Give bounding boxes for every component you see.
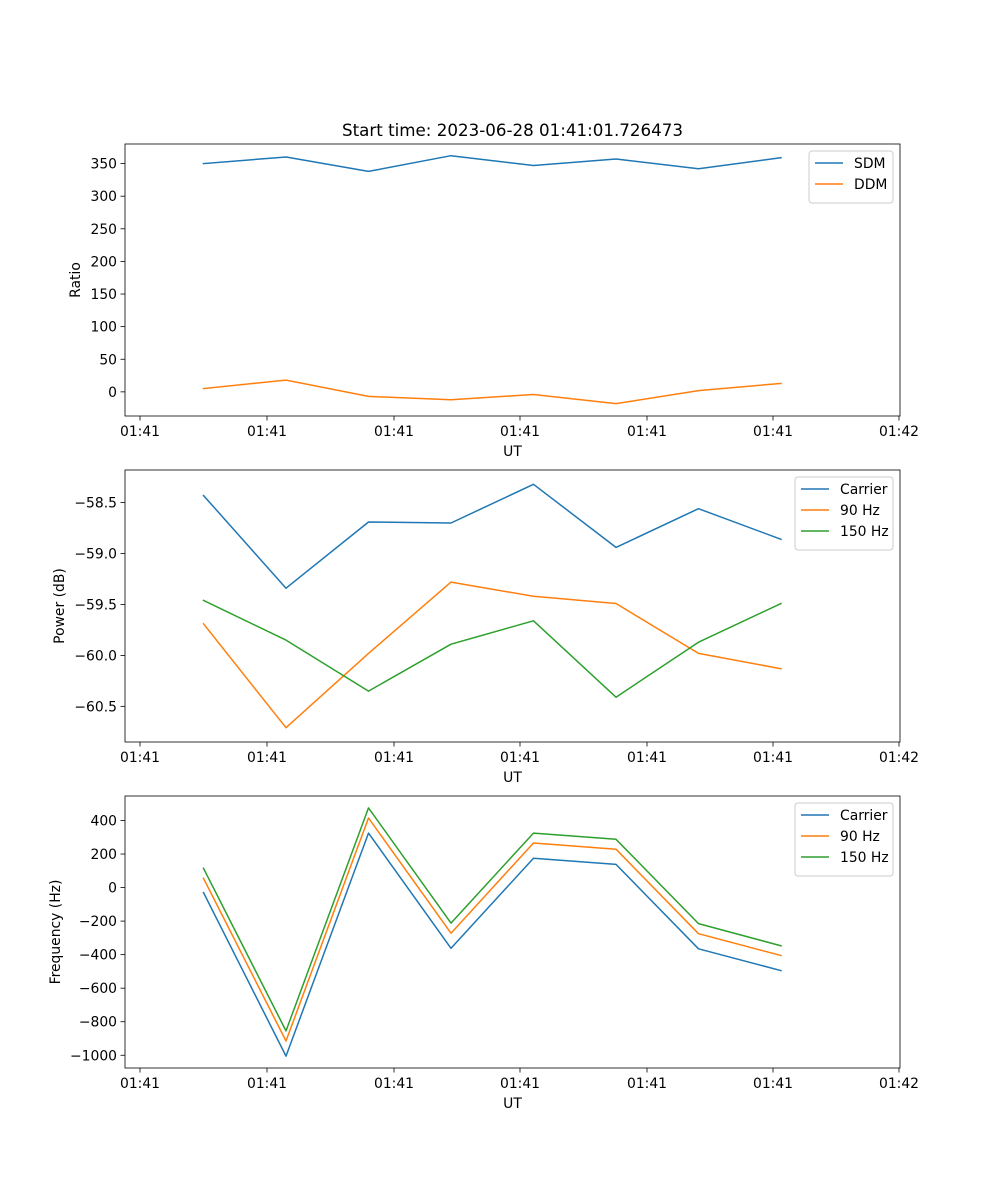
y-tick-label: −60.5 (74, 699, 117, 715)
y-tick-label: 200 (90, 254, 117, 270)
x-tick-label: 01:41 (627, 424, 667, 440)
x-tick-label: 01:41 (753, 750, 793, 766)
y-tick-label: 50 (99, 352, 117, 368)
x-tick-label: 01:41 (247, 424, 287, 440)
y-tick-label: 400 (90, 813, 117, 829)
y-tick-label: 150 (90, 287, 117, 303)
x-tick-label: 01:42 (879, 424, 919, 440)
legend-label: 150 Hz (840, 850, 889, 866)
x-tick-label: 01:41 (247, 1076, 287, 1092)
x-tick-label: 01:41 (247, 750, 287, 766)
y-axis-label: Power (dB) (52, 568, 68, 644)
subplot-3: 01:41 01:41 01:41 01:41 01:41 01:41 01:42 400 20… (48, 795, 919, 1112)
y-tick-label: 300 (90, 189, 117, 205)
axes-frame (124, 143, 901, 417)
legend: Carrier 90 Hz 150 Hz (794, 802, 894, 877)
y-tick-label: −1000 (70, 1048, 117, 1064)
chart-title: Start time: 2023-06-28 01:41:01.726473 (342, 120, 683, 140)
y-tick-label: −59.0 (74, 547, 117, 563)
y-tick-label: −59.5 (74, 597, 117, 613)
series-line-150-hz (202, 599, 782, 698)
x-tick-label: 01:41 (627, 1076, 667, 1092)
axes-frame (124, 469, 901, 743)
x-tick-label: 01:41 (374, 1076, 414, 1092)
legend-label: 90 Hz (840, 829, 880, 845)
legend: SDM DDM (808, 150, 894, 204)
y-tick-label: −60.0 (74, 648, 117, 664)
axes-frame (124, 795, 901, 1069)
legend-box (808, 150, 894, 204)
legend: Carrier 90 Hz 150 Hz (794, 476, 894, 551)
y-tick-label: 250 (90, 222, 117, 238)
legend-label: 150 Hz (840, 524, 889, 540)
series-line-sdm (202, 154, 782, 173)
y-tick-label: −200 (79, 914, 117, 930)
series-line-ddm (202, 379, 782, 405)
x-tick-label: 01:41 (500, 1076, 540, 1092)
x-tick-label: 01:41 (753, 1076, 793, 1092)
y-tick-label: 0 (108, 385, 117, 401)
series-line-carrier (202, 832, 782, 1057)
y-tick-label: −800 (79, 1015, 117, 1031)
y-tick-label: 200 (90, 847, 117, 863)
series-line-150-hz (202, 807, 782, 1032)
legend-label: Carrier (840, 808, 888, 824)
x-tick-label: 01:41 (627, 750, 667, 766)
series-line-90-hz (202, 581, 782, 729)
subplot-1: 01:41 01:41 01:41 01:41 01:41 01:41 01:42 0 50 10… (68, 120, 919, 460)
x-axis-label: UT (503, 444, 522, 460)
x-tick-label: 01:42 (879, 750, 919, 766)
x-tick-label: 01:41 (374, 424, 414, 440)
x-tick-label: 01:41 (120, 750, 160, 766)
series-line-carrier (202, 483, 782, 589)
x-tick-label: 01:42 (879, 1076, 919, 1092)
legend-label: DDM (854, 177, 887, 193)
series-line-90-hz (202, 817, 782, 1042)
legend-label: 90 Hz (840, 503, 880, 519)
legend-label: Carrier (840, 482, 888, 498)
x-tick-label: 01:41 (500, 750, 540, 766)
y-tick-label: 0 (108, 881, 117, 897)
subplot-2: 01:41 01:41 01:41 01:41 01:41 01:41 01:42 −58.5… (52, 469, 919, 786)
y-tick-label: 350 (90, 157, 117, 173)
y-tick-label: −400 (79, 948, 117, 964)
x-tick-label: 01:41 (120, 424, 160, 440)
x-tick-label: 01:41 (500, 424, 540, 440)
y-tick-label: 100 (90, 320, 117, 336)
legend-label: SDM (854, 156, 886, 172)
y-axis-label: Frequency (Hz) (48, 880, 64, 985)
x-tick-label: 01:41 (374, 750, 414, 766)
y-tick-label: −600 (79, 981, 117, 997)
x-tick-label: 01:41 (120, 1076, 160, 1092)
x-axis-label: UT (503, 1096, 522, 1112)
x-axis-label: UT (503, 770, 522, 786)
y-axis-label: Ratio (68, 262, 84, 298)
x-tick-label: 01:41 (753, 424, 793, 440)
y-tick-label: −58.5 (74, 496, 117, 512)
